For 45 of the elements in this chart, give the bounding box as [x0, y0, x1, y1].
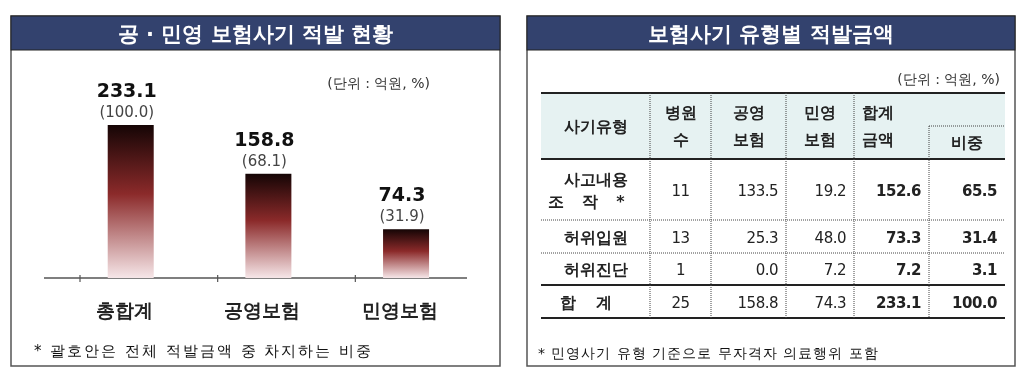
- text: 보험사기 유형별 적발금액: [648, 22, 894, 46]
- text: (단위 : 억원, %): [897, 71, 1000, 87]
- text: 13: [671, 228, 690, 247]
- text: 31.4: [961, 228, 997, 247]
- text: * 괄호안은 전체 적발금액 중 차지하는 비중: [34, 342, 374, 360]
- text: 25.3: [746, 228, 778, 247]
- annotation: (31.9): [379, 207, 425, 226]
- text: 233.1: [876, 293, 921, 312]
- text: 19.2: [814, 181, 846, 200]
- category-label: 허위입원: [563, 227, 628, 247]
- data-label: 74.3: [378, 183, 426, 206]
- category-label: 허위진단: [563, 260, 628, 279]
- text: 100.0: [952, 293, 997, 312]
- text: 3.1: [971, 261, 997, 279]
- x-tick-label: 공영보험: [224, 299, 301, 321]
- category-label: 민영 보험: [804, 103, 836, 149]
- text: 사기유형: [563, 117, 628, 136]
- category-label: 합계: [559, 292, 632, 312]
- chart-title: 공 · 민영 보험사기 적발 현황: [117, 22, 394, 46]
- text: * 민영사기 유형 기준으로 무자격자 의료행위 포함: [538, 345, 879, 361]
- text: 7.2: [823, 261, 846, 279]
- text: 73.3: [885, 228, 921, 247]
- text: 25: [671, 293, 690, 312]
- category-label: 비중: [951, 133, 983, 152]
- annotation: (68.1): [241, 151, 287, 170]
- data-label: 158.8: [234, 127, 295, 150]
- x-tick-label: 민영보험: [362, 299, 439, 321]
- text: 11: [671, 181, 690, 200]
- category-label: 병원 수: [664, 103, 697, 149]
- text: (단위 : 억원, %): [327, 75, 430, 91]
- x-tick-label: 총합계: [96, 299, 154, 321]
- text: 65.5: [961, 181, 997, 200]
- category-label: 합계 금액: [861, 103, 894, 149]
- annotation: (100.0): [99, 103, 155, 121]
- data-label: 233.1: [96, 79, 157, 101]
- text: 158.8: [737, 293, 778, 312]
- category-label: 공영 보험: [732, 103, 765, 149]
- category-label: 사고내용 조작*: [548, 169, 643, 211]
- text: 1: [675, 261, 686, 279]
- text: 48.0: [814, 228, 846, 247]
- text: 133.5: [737, 181, 778, 200]
- text: 74.3: [814, 293, 846, 312]
- text: 7.2: [895, 261, 921, 279]
- text: 0.0: [755, 261, 778, 279]
- text: 152.6: [876, 181, 921, 200]
